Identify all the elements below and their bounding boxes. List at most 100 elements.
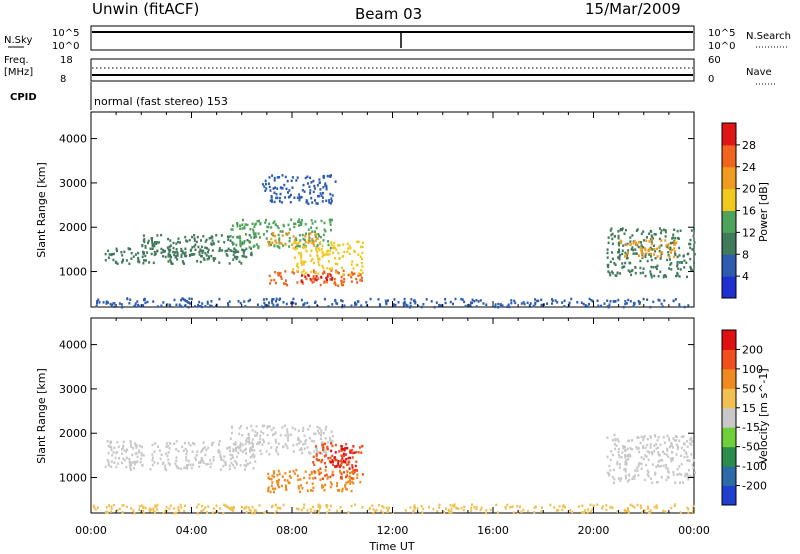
y-tick-label: 4000 [59, 133, 87, 146]
power-echo-cell [175, 248, 178, 251]
velocity-echo-cell [666, 467, 669, 471]
velocity-echo-cell [132, 467, 135, 470]
power-echo-cell [270, 195, 273, 198]
velocity-echo-cell [212, 456, 215, 459]
power-echo-cell [197, 303, 200, 307]
power-echo-cell [107, 256, 110, 259]
velocity-echo-cell [651, 452, 654, 455]
power-echo-cell [225, 253, 228, 256]
velocity-echo-cell [151, 443, 154, 447]
velocity-echo-cell [191, 450, 194, 453]
velocity-echo-cell [211, 511, 214, 514]
velocity-echo-cell [633, 477, 636, 480]
power-echo-cell [144, 246, 147, 249]
power-echo-cell [683, 305, 686, 309]
power-echo-cell [285, 187, 288, 191]
power-echo-cell [265, 187, 268, 190]
power-echo-cell [303, 190, 306, 193]
power-echo-cell [310, 249, 313, 252]
velocity-echo-cell [351, 463, 354, 467]
velocity-echo-cell [653, 444, 656, 447]
velocity-echo-cell [139, 460, 142, 464]
velocity-echo-cell [223, 455, 226, 458]
velocity-echo-cell [266, 426, 269, 429]
velocity-echo-cell [627, 439, 630, 443]
velocity-echo-cell [246, 426, 248, 430]
power-echo-cell [164, 255, 167, 259]
velocity-echo-cell [234, 443, 237, 446]
power-echo-cell [287, 231, 290, 235]
velocity-echo-cell [177, 449, 180, 453]
velocity-echo-cell [142, 511, 145, 515]
power-echo-cell [263, 301, 266, 305]
power-echo-cell [506, 305, 509, 308]
power-echo-cell [310, 219, 313, 222]
power-echo-cell [619, 272, 622, 275]
velocity-echo-cell [639, 504, 642, 507]
x-tick-label: 04:00 [176, 524, 208, 537]
power-echo-cell [218, 247, 221, 250]
power-echo-cell [303, 238, 306, 242]
velocity-echo-cell [346, 463, 349, 466]
power-echo-cell [146, 300, 149, 304]
power-echo-cell [212, 259, 215, 262]
velocity-echo-cell [328, 436, 331, 440]
velocity-echo-cell [93, 506, 96, 509]
power-echo-cell [355, 277, 358, 281]
power-echo-cell [180, 249, 183, 252]
power-echo-cell [635, 243, 638, 247]
velocity-echo-cell [260, 452, 263, 456]
velocity-echo-cell [690, 453, 693, 456]
power-echo-cell [306, 175, 309, 178]
power-echo-cell [673, 243, 675, 246]
velocity-echo-cell [249, 450, 251, 453]
velocity-echo-cell [94, 508, 97, 511]
power-echo-cell [256, 303, 259, 306]
power-echo-cell [250, 253, 253, 257]
velocity-echo-cell [287, 481, 290, 484]
power-echo-cell [354, 301, 356, 304]
power-echo-cell [329, 278, 332, 281]
power-echo-cell [214, 305, 217, 308]
velocity-echo-cell [229, 437, 232, 440]
power-echo-cell [203, 258, 206, 262]
power-echo-cell [228, 262, 231, 265]
power-echo-cell [284, 270, 287, 273]
power-echo-cell [611, 257, 614, 261]
velocity-echo-cell [245, 452, 247, 455]
velocity-echo-cell [186, 450, 189, 453]
velocity-echo-cell [259, 437, 262, 440]
velocity-echo-cell [256, 442, 259, 446]
date-title: 15/Mar/2009 [585, 0, 681, 18]
velocity-echo-cell [110, 510, 113, 513]
velocity-echo-cell [625, 459, 628, 462]
power-echo-cell [300, 261, 303, 264]
power-echo-cell [649, 229, 652, 233]
velocity-echo-cell [614, 447, 617, 451]
power-echo-cell [693, 253, 696, 256]
velocity-echo-cell [656, 439, 659, 442]
power-echo-cell [208, 257, 210, 260]
power-echo-cell [286, 283, 289, 287]
velocity-echo-cell [512, 511, 515, 514]
power-echo-cell [267, 243, 270, 246]
power-echo-cell [115, 248, 118, 251]
power-echo-cell [309, 176, 312, 180]
power-echo-cell [273, 220, 276, 223]
velocity-echo-cell [233, 459, 236, 463]
velocity-echo-cell [675, 453, 678, 456]
power-echo-cell [676, 236, 679, 240]
velocity-echo-cell [675, 443, 678, 447]
power-echo-cell [278, 239, 281, 242]
power-echo-cell [688, 242, 691, 246]
power-echo-cell [299, 239, 302, 242]
colorbar-segment [722, 123, 736, 146]
velocity-echo-cell [263, 511, 266, 515]
velocity-echo-cell [279, 507, 282, 510]
velocity-echo-cell [219, 468, 222, 471]
power-echo-cell [210, 300, 213, 303]
velocity-echo-cell [313, 450, 316, 453]
power-echo-cell [116, 249, 118, 253]
velocity-echo-cell [167, 451, 170, 454]
velocity-echo-cell [272, 470, 275, 473]
